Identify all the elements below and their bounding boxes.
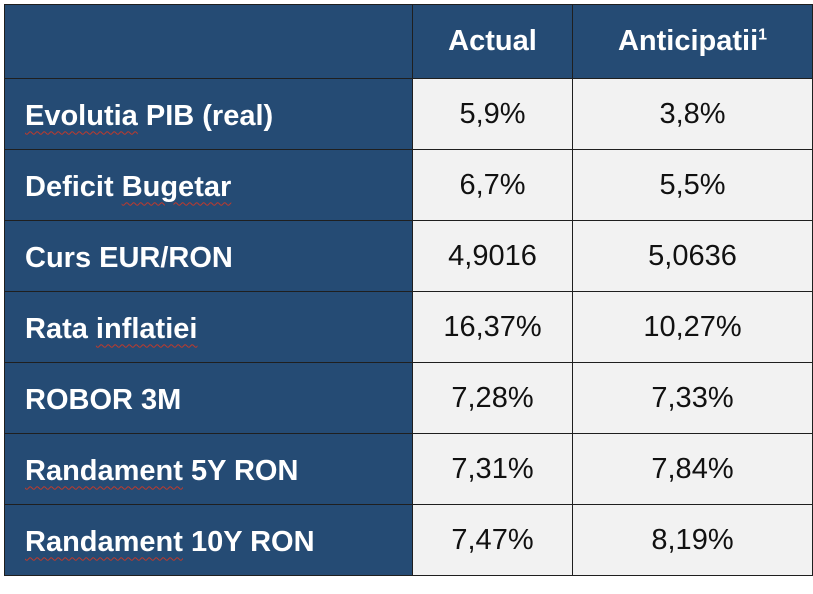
header-anticipated-label: Anticipatii <box>617 25 759 57</box>
row-label: Deficit Bugetar <box>4 149 413 221</box>
value-actual: 16,37% <box>412 291 573 363</box>
row-label: Evolutia PIB (real) <box>4 78 413 150</box>
label-misspelled-word: Randament <box>25 454 183 487</box>
value-anticipated: 7,84% <box>572 433 813 505</box>
label-text: 10Y RON <box>182 525 315 558</box>
label-misspelled-word: Evolutia <box>25 99 138 132</box>
label-text: PIB (real) <box>137 99 274 132</box>
header-anticipated: Anticipatii1 <box>572 4 813 79</box>
value-actual: 7,28% <box>412 362 573 434</box>
label-misspelled-word: inflatiei <box>95 312 198 345</box>
header-blank-cell <box>4 4 413 79</box>
label-text: ROBOR 3M <box>25 383 182 416</box>
label-misspelled-word: Bugetar <box>121 170 232 203</box>
value-actual: 4,9016 <box>412 220 573 292</box>
row-label: Randament 5Y RON <box>4 433 413 505</box>
table-row: Evolutia PIB (real) 5,9% 3,8% <box>4 78 813 150</box>
value-actual: 7,47% <box>412 504 573 576</box>
header-actual: Actual <box>412 4 573 79</box>
footnote-marker: 1 <box>758 26 768 44</box>
value-anticipated: 5,0636 <box>572 220 813 292</box>
label-misspelled-word: Randament <box>25 525 183 558</box>
table-row: Randament 5Y RON 7,31% 7,84% <box>4 433 813 505</box>
value-anticipated: 5,5% <box>572 149 813 221</box>
row-label: Randament 10Y RON <box>4 504 413 576</box>
value-anticipated: 10,27% <box>572 291 813 363</box>
row-label: Curs EUR/RON <box>4 220 413 292</box>
table-row: Deficit Bugetar 6,7% 5,5% <box>4 149 813 221</box>
table-row: Curs EUR/RON 4,9016 5,0636 <box>4 220 813 292</box>
table-header-row: Actual Anticipatii1 <box>4 4 813 79</box>
value-anticipated: 8,19% <box>572 504 813 576</box>
table-row: Rata inflatiei 16,37% 10,27% <box>4 291 813 363</box>
label-text: Rata <box>25 312 96 345</box>
label-text: 5Y RON <box>182 454 299 487</box>
value-actual: 7,31% <box>412 433 573 505</box>
label-text: Curs EUR/RON <box>25 241 233 274</box>
value-actual: 6,7% <box>412 149 573 221</box>
header-actual-label: Actual <box>448 25 537 57</box>
indicators-table: Actual Anticipatii1 Evolutia PIB (real) … <box>4 4 813 576</box>
table-row: Randament 10Y RON 7,47% 8,19% <box>4 504 813 576</box>
row-label: ROBOR 3M <box>4 362 413 434</box>
value-actual: 5,9% <box>412 78 573 150</box>
value-anticipated: 7,33% <box>572 362 813 434</box>
table-row: ROBOR 3M 7,28% 7,33% <box>4 362 813 434</box>
value-anticipated: 3,8% <box>572 78 813 150</box>
row-label: Rata inflatiei <box>4 291 413 363</box>
label-text: Deficit <box>25 170 122 203</box>
